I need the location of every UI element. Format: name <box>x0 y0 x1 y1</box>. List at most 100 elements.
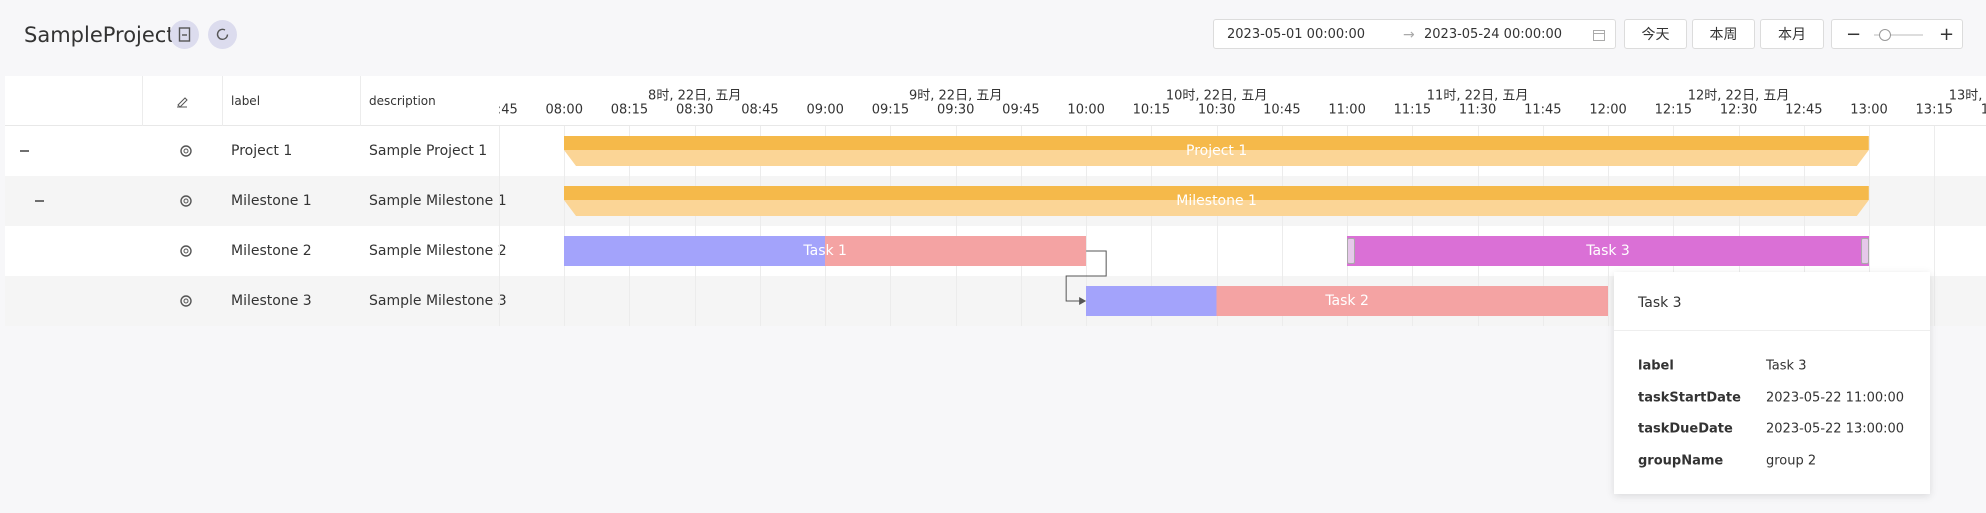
today-button[interactable]: 今天 <box>1624 19 1687 49</box>
grid-line <box>629 126 631 326</box>
tooltip-key: taskDueDate <box>1638 421 1733 437</box>
refresh-button[interactable] <box>208 20 237 49</box>
row-label: Milestone 1 <box>231 193 312 209</box>
week-button[interactable]: 本周 <box>1692 19 1755 49</box>
expand-icons <box>20 150 44 202</box>
settings-icon[interactable] <box>178 293 194 313</box>
edit-icon <box>177 97 188 108</box>
settings-icon[interactable] <box>178 243 194 263</box>
calendar-icon <box>1593 30 1605 41</box>
minute-label: 10:15 <box>1132 102 1171 118</box>
hour-label: 11时, 22日, 五月 <box>1426 88 1529 104</box>
date-range-picker[interactable]: 2023-05-01 00:00:00 → 2023-05-24 00:00:0… <box>1213 19 1616 49</box>
zoom-track <box>1874 34 1923 36</box>
header-divider <box>5 125 1986 126</box>
grid-line <box>694 126 696 326</box>
row-description: Sample Milestone 3 <box>369 293 507 309</box>
date-arrow: → <box>1403 27 1415 43</box>
grid-line <box>499 126 500 326</box>
zoom-in[interactable]: + <box>1939 24 1955 45</box>
summary-bar[interactable]: Milestone 1 <box>564 186 1870 216</box>
column-header: label <box>231 94 261 108</box>
grid-line <box>1477 126 1479 326</box>
minute-label: 10:00 <box>1067 102 1105 118</box>
tooltip-value: group 2 <box>1766 453 1817 469</box>
task-bar[interactable]: Task 3 <box>1347 236 1870 266</box>
grid-line <box>825 126 827 326</box>
grid-line <box>1608 126 1610 326</box>
bar-label: Milestone 1 <box>1176 193 1257 209</box>
bar-label: Task 2 <box>1325 293 1369 309</box>
gantt-panel: Project 1 Sample Project 1 Milestone 1 Samp… <box>5 76 1986 326</box>
hour-label: 12时, 22日, 五月 <box>1687 88 1790 104</box>
zoom-control: − + <box>1831 19 1963 49</box>
minute-label: 09:45 <box>1002 102 1040 118</box>
minute-label: 13:30 <box>1980 102 1986 118</box>
tooltip-title: Task 3 <box>1638 295 1682 311</box>
tooltip-key: label <box>1638 358 1674 374</box>
tooltip-value: 2023-05-22 13:00:00 <box>1766 421 1905 437</box>
hour-label: 13时, 22日, 五月 <box>1948 88 1986 104</box>
minute-label: 11:00 <box>1328 102 1366 118</box>
summary-bar[interactable]: Project 1 <box>564 136 1870 166</box>
settings-icon[interactable] <box>178 143 194 163</box>
tooltip-divider <box>1614 330 1930 331</box>
minute-label: 08:00 <box>545 102 583 118</box>
refresh-icon <box>216 28 229 41</box>
settings-icon[interactable] <box>178 193 194 213</box>
dependency-link <box>1065 250 1107 305</box>
zoom-out[interactable]: − <box>1846 24 1862 45</box>
minute-label: 12:00 <box>1589 102 1627 118</box>
month-button[interactable]: 本月 <box>1760 19 1824 49</box>
resize-handle[interactable] <box>1861 238 1870 264</box>
grid-line <box>1020 126 1022 326</box>
task-bar[interactable]: Task 1 <box>564 236 1087 266</box>
tooltip: Task 3 label Task 3 taskStartDate 2023-05-2… <box>1614 272 1930 494</box>
minute-label: 07:45 <box>499 102 518 118</box>
grid-line <box>1151 126 1153 326</box>
grid-line <box>955 126 957 326</box>
grid-line <box>759 126 761 326</box>
bar-label: Task 3 <box>1586 243 1630 259</box>
grid-line <box>1412 126 1414 326</box>
timeline: 07:45 08:00 08:15 08:30 08:45 09:00 09:15 09:30… <box>499 76 1986 326</box>
minute-label: 09:30 <box>936 102 975 118</box>
grid-line <box>1542 126 1544 326</box>
tooltip-value: 2023-05-22 11:00:00 <box>1766 390 1905 406</box>
row-label: Milestone 3 <box>231 293 312 309</box>
export-button[interactable] <box>170 20 199 49</box>
minute-label: 08:30 <box>675 102 714 118</box>
minute-label: 09:00 <box>806 102 844 118</box>
tooltip-key: groupName <box>1638 453 1724 469</box>
date-end: 2023-05-24 00:00:00 <box>1424 27 1563 42</box>
bar-label: Task 1 <box>803 243 847 259</box>
minute-label: 11:15 <box>1393 102 1432 118</box>
column-divider <box>222 76 223 126</box>
grid-line <box>1803 126 1805 326</box>
row-description: Sample Milestone 1 <box>369 193 507 209</box>
minute-label: 12:30 <box>1719 102 1758 118</box>
grid-line <box>1086 126 1088 326</box>
grid-line <box>1281 126 1283 326</box>
grid-line <box>1869 126 1871 326</box>
zoom-handle[interactable] <box>1879 29 1891 41</box>
tooltip-value: Task 3 <box>1766 358 1807 374</box>
task-bar[interactable]: Task 2 <box>1086 286 1609 316</box>
grid-line <box>1934 126 1936 326</box>
resize-handle[interactable] <box>1347 238 1356 264</box>
minute-label: 13:00 <box>1850 102 1888 118</box>
column-divider <box>360 76 361 126</box>
project-title: SampleProject <box>24 23 175 47</box>
minute-label: 11:45 <box>1524 102 1562 118</box>
minute-label: 08:45 <box>741 102 779 118</box>
minute-label: 13:15 <box>1915 102 1953 118</box>
grid-line <box>1738 126 1740 326</box>
minute-label: 10:45 <box>1263 102 1301 118</box>
minute-label: 09:15 <box>871 102 910 118</box>
minute-label: 08:15 <box>610 102 649 118</box>
minute-label: 10:30 <box>1197 102 1236 118</box>
row-description: Sample Milestone 2 <box>369 243 507 259</box>
column-divider <box>142 76 143 126</box>
tooltip-key: taskStartDate <box>1638 390 1741 406</box>
date-start: 2023-05-01 00:00:00 <box>1227 27 1366 42</box>
